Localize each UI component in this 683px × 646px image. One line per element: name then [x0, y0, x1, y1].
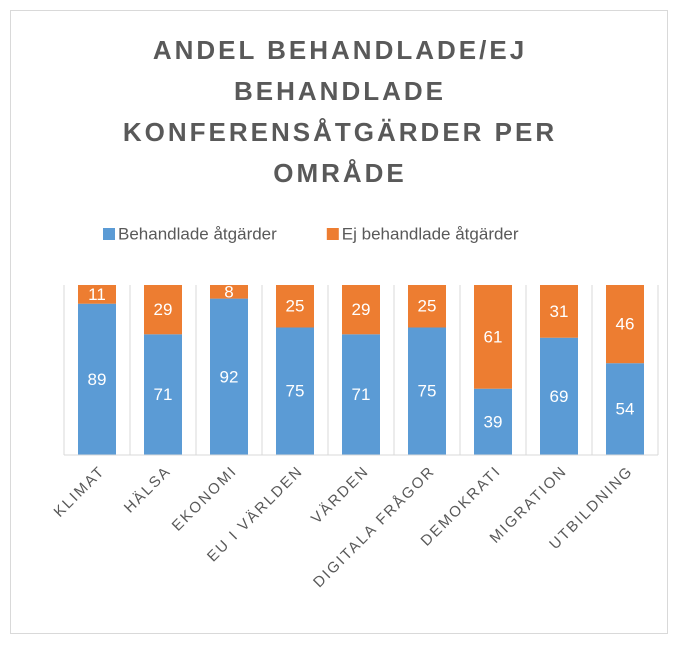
- bar-segment: [408, 285, 446, 328]
- legend-label: Behandlade åtgärder: [118, 224, 277, 243]
- bar-segment: [276, 285, 314, 328]
- chart-title: ANDEL BEHANDLADE/EJ BEHANDLADE KONFERENS…: [122, 35, 558, 188]
- x-tick-label: VÄRDEN: [308, 463, 373, 528]
- chart-frame: [10, 10, 668, 634]
- bar-segment: [540, 285, 578, 338]
- data-label: 92: [220, 367, 239, 386]
- data-label: 75: [418, 382, 437, 401]
- bar-segment: [210, 285, 248, 299]
- bar-segment: [144, 285, 182, 335]
- x-tick-label: DIGITALA FRÅGOR: [310, 463, 439, 592]
- data-label: 46: [616, 315, 635, 334]
- bar-segment: [342, 334, 380, 455]
- legend-swatch: [326, 228, 339, 240]
- x-tick-label: EKONOMI: [169, 463, 241, 535]
- data-label: 54: [616, 400, 635, 419]
- data-label: 25: [418, 297, 437, 316]
- bar-segment: [210, 298, 248, 455]
- bar-segment: [408, 327, 446, 455]
- data-label: 71: [352, 385, 371, 404]
- legend-swatch: [103, 228, 115, 240]
- x-tick-label: KLIMAT: [51, 463, 109, 521]
- bar-segment: [276, 327, 314, 455]
- bar-segment: [78, 303, 116, 455]
- data-label: 89: [88, 370, 107, 389]
- data-label: 25: [286, 297, 305, 316]
- data-label: 75: [286, 382, 305, 401]
- legend-label: Ej behandlade åtgärder: [342, 224, 519, 243]
- data-label: 31: [550, 302, 569, 321]
- bar-segment: [606, 285, 644, 364]
- data-label: 29: [154, 300, 173, 319]
- data-label: 61: [484, 327, 503, 346]
- data-label: 39: [484, 412, 503, 431]
- bar-segment: [474, 388, 512, 455]
- data-label: 71: [154, 385, 173, 404]
- bar-segment: [78, 285, 116, 304]
- bar-segment: [144, 334, 182, 455]
- bar-segment: [474, 285, 512, 389]
- data-label: 11: [88, 285, 106, 304]
- x-tick-label: HÄLSA: [121, 463, 175, 517]
- bar-segment: [342, 285, 380, 335]
- bar-segment: [606, 363, 644, 455]
- data-label: 8: [224, 282, 233, 301]
- data-label: 29: [352, 300, 371, 319]
- data-label: 69: [550, 387, 569, 406]
- bar-segment: [540, 337, 578, 455]
